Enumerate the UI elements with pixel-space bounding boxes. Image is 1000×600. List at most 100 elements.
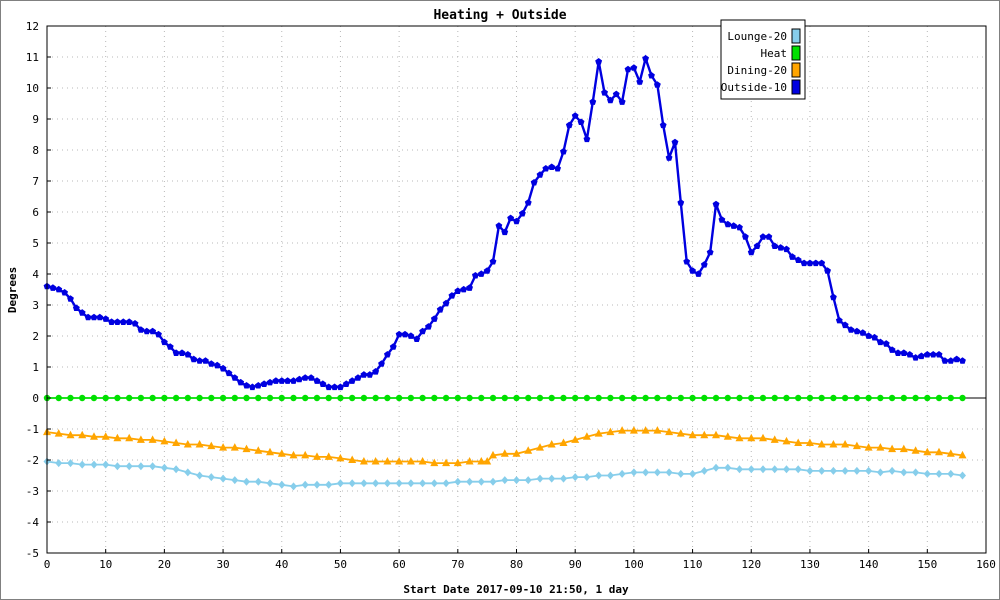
data-point (466, 477, 474, 486)
data-point (830, 293, 837, 301)
data-point (947, 394, 954, 402)
data-point (290, 394, 297, 402)
data-point (812, 259, 820, 267)
data-point (959, 357, 966, 364)
data-point (448, 292, 456, 299)
y-tick-label: 10 (26, 82, 39, 95)
x-axis-ticks: 0 10 20 30 40 50 60 70 80 90 100 110 120 130 140 150 160 (44, 549, 996, 571)
data-point (853, 466, 861, 475)
data-point (207, 360, 215, 367)
data-point (453, 458, 462, 467)
chart-title: Heating + Outside (433, 8, 566, 23)
data-point (759, 233, 767, 240)
data-point (888, 466, 896, 475)
data-point (864, 443, 873, 451)
data-point (865, 394, 872, 402)
data-point (254, 477, 262, 486)
data-point (595, 394, 602, 402)
data-point (495, 222, 503, 229)
data-point (125, 462, 133, 471)
x-tick-label: 150 (917, 558, 937, 571)
data-point (465, 457, 474, 465)
data-point (207, 473, 215, 482)
data-point (137, 326, 145, 333)
data-point (859, 329, 867, 336)
data-point (554, 165, 561, 172)
data-point (876, 338, 884, 346)
data-point (454, 394, 462, 402)
data-point (959, 394, 966, 402)
data-point (266, 378, 274, 386)
data-point (747, 465, 755, 474)
data-point (184, 351, 192, 358)
data-point (302, 394, 309, 402)
data-point (406, 457, 415, 465)
data-point (325, 394, 332, 402)
data-point (55, 394, 62, 402)
data-point (676, 429, 685, 437)
data-point (290, 482, 297, 491)
y-tick-label: -5 (26, 547, 39, 560)
data-point (137, 394, 145, 402)
data-point (278, 377, 286, 384)
data-point (524, 199, 532, 206)
data-point (231, 394, 238, 402)
data-point (683, 258, 691, 265)
data-point (348, 455, 357, 463)
data-point (225, 369, 233, 377)
data-point (54, 429, 63, 437)
data-point (243, 394, 250, 402)
data-point (501, 476, 509, 485)
y-tick-label: 12 (26, 20, 39, 33)
data-point (231, 476, 239, 485)
data-point (677, 199, 685, 206)
x-tick-label: 60 (393, 558, 406, 571)
data-point (735, 433, 744, 442)
data-point (55, 285, 63, 293)
x-tick-label: 160 (976, 558, 996, 571)
data-point (865, 332, 872, 339)
legend-swatch (791, 45, 801, 61)
data-point (923, 351, 931, 358)
data-point (618, 394, 626, 402)
y-tick-label: -2 (26, 454, 39, 467)
data-point (560, 394, 567, 402)
data-point (912, 468, 920, 477)
data-point (865, 466, 873, 475)
data-point (466, 284, 473, 291)
data-point (577, 118, 585, 125)
data-point (759, 394, 767, 402)
x-tick-label: 90 (569, 558, 582, 571)
data-point (929, 351, 937, 358)
data-point (331, 383, 338, 391)
data-point (278, 480, 286, 489)
data-point (425, 323, 432, 330)
data-point (172, 465, 180, 474)
data-point (407, 394, 415, 402)
x-tick-label: 10 (99, 558, 112, 571)
data-point (935, 394, 943, 402)
data-point (653, 468, 661, 477)
data-point (841, 440, 850, 448)
legend-swatch (791, 28, 801, 44)
data-point (113, 433, 122, 442)
data-point (149, 394, 156, 402)
data-point (501, 228, 509, 236)
data-point (583, 135, 591, 143)
data-point (301, 450, 310, 459)
data-point (166, 343, 174, 350)
data-point (877, 394, 884, 402)
y-tick-label: 3 (32, 299, 39, 312)
data-point (295, 375, 303, 383)
data-point (571, 112, 579, 119)
data-point (736, 465, 743, 474)
data-point (442, 479, 450, 488)
data-point (748, 394, 755, 402)
data-point (888, 394, 896, 402)
data-point (641, 426, 650, 434)
data-point (360, 371, 368, 378)
data-point (407, 479, 415, 488)
data-point (90, 460, 98, 469)
data-point (530, 179, 538, 186)
